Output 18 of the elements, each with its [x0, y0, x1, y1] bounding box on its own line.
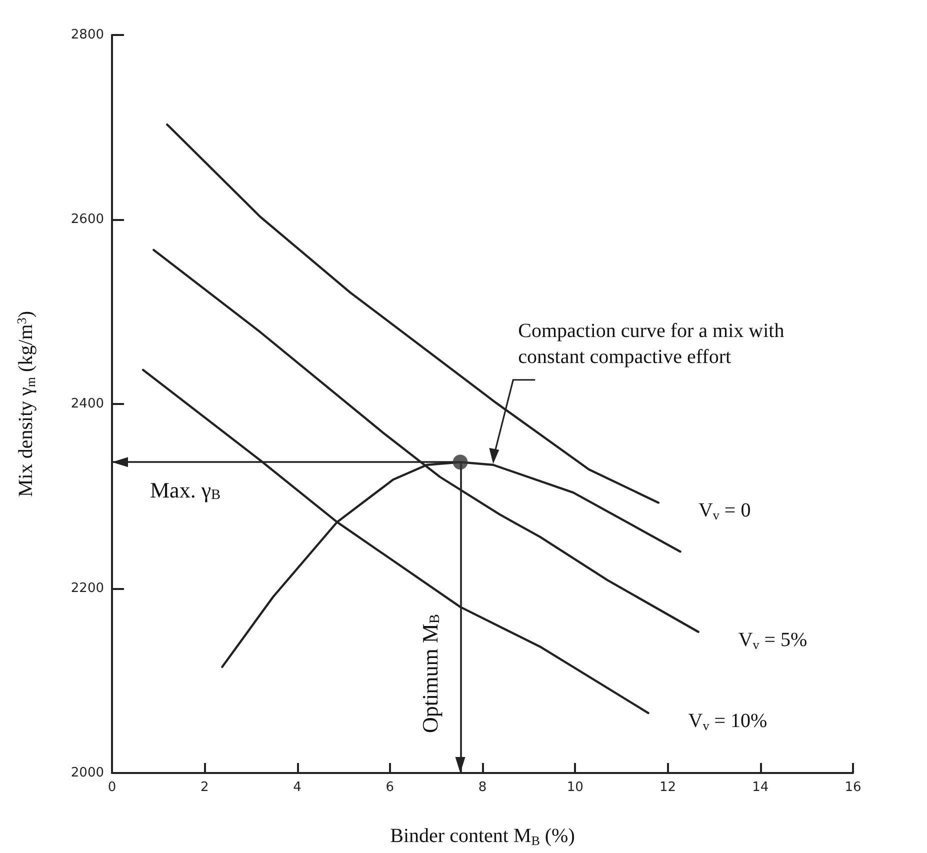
x-tick-label: 16: [844, 780, 862, 795]
x-tick-label: 14: [752, 780, 769, 795]
x-tick-label: 8: [478, 780, 487, 795]
x-tick-label: 2: [200, 780, 209, 795]
y-tick-label: 2200: [70, 581, 104, 596]
y-tick-label: 2400: [70, 396, 104, 412]
y-tick-label: 2000: [70, 766, 104, 780]
x-tick-label: 0: [108, 780, 116, 795]
x-tick-label: 12: [659, 780, 676, 795]
annotation: Compaction curve for a mix with constant compactive effort: [518, 320, 784, 368]
y-tick-label: 2600: [70, 212, 104, 227]
x-tick-label: 6: [386, 780, 394, 795]
ref-line-label: Optimum MB: [418, 614, 444, 733]
x-tick-label: 10: [566, 780, 584, 795]
ref-line-label: Max. γB: [150, 478, 221, 504]
x-tick-label: 4: [293, 780, 302, 795]
y-axis-title: Mix density γm (kg/m3): [14, 310, 38, 497]
y-tick-label: 2800: [70, 28, 104, 42]
